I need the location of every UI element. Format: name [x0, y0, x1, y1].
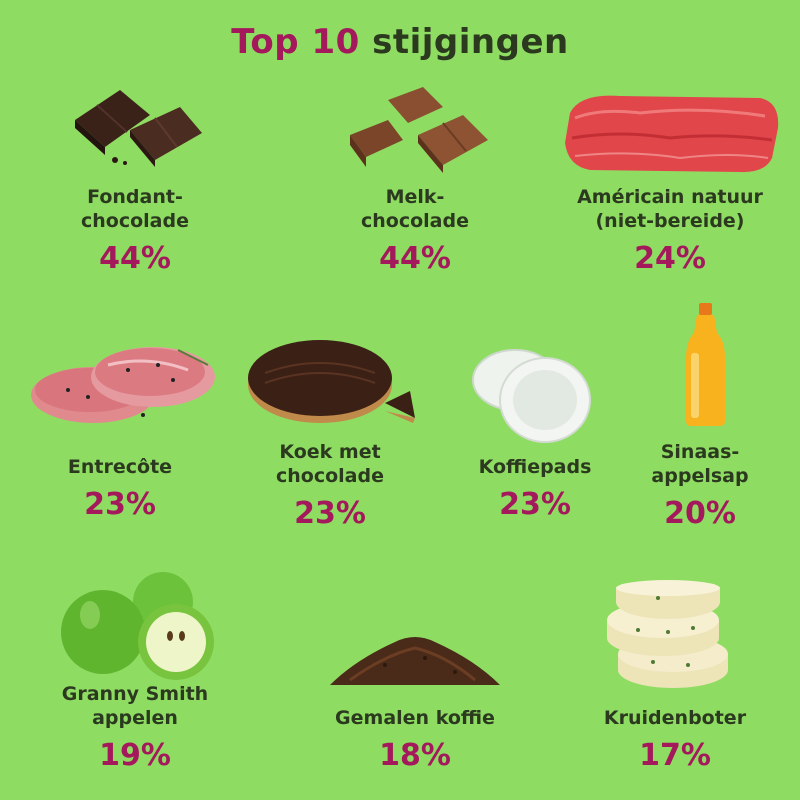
item-percentage: 19%: [99, 738, 171, 773]
item-label: Koffiepads: [478, 456, 592, 478]
item-label: Kruidenboter: [603, 707, 747, 729]
title-accent: Top 10: [231, 22, 360, 62]
steak-icon: [31, 347, 215, 423]
item-label: Koek met chocolade: [276, 441, 384, 487]
item-granny-smith-appelen: Granny Smith appelen 19%: [35, 682, 235, 773]
item-fondant-chocolade: Fondant- chocolade 44%: [40, 185, 230, 276]
item-percentage: 18%: [379, 738, 451, 773]
item-percentage: 23%: [499, 487, 571, 522]
item-label: Entrecôte: [67, 456, 173, 478]
chocolate-biscuit-icon: [248, 340, 415, 423]
item-percentage: 44%: [379, 241, 451, 276]
item-percentage: 44%: [99, 241, 171, 276]
minced-meat-icon: [565, 95, 779, 173]
item-label: Granny Smith appelen: [61, 683, 209, 729]
item-melk-chocolade: Melk- chocolade 44%: [320, 185, 510, 276]
item-koffiepads: Koffiepads 23%: [455, 455, 615, 522]
item-label: Américain natuur (niet-bereide): [577, 186, 763, 232]
item-koek-met-chocolade: Koek met chocolade 23%: [235, 440, 425, 531]
item-label: Fondant- chocolade: [81, 186, 189, 232]
item-percentage: 20%: [664, 496, 736, 531]
page-title: Top 10 stijgingen: [0, 22, 800, 62]
ground-coffee-icon: [330, 637, 500, 685]
item-percentage: 24%: [634, 241, 706, 276]
item-label: Melk- chocolade: [361, 186, 469, 232]
milk-chocolate-icon: [350, 87, 488, 173]
herb-butter-icon: [607, 580, 728, 688]
coffee-pads-icon: [472, 349, 591, 443]
item-americain-natuur: Américain natuur (niet-bereide) 24%: [555, 185, 785, 276]
item-percentage: 17%: [639, 738, 711, 773]
item-entrecote: Entrecôte 23%: [25, 455, 215, 522]
item-label: Sinaas- appelsap: [651, 441, 749, 487]
item-percentage: 23%: [84, 487, 156, 522]
item-percentage: 23%: [294, 496, 366, 531]
title-rest: stijgingen: [372, 22, 569, 62]
green-apples-icon: [61, 572, 214, 680]
item-label: Gemalen koffie: [335, 707, 495, 729]
item-kruidenboter: Kruidenboter 17%: [575, 706, 775, 773]
orange-juice-icon: [686, 303, 725, 426]
item-sinaasappelsap: Sinaas- appelsap 20%: [620, 440, 780, 531]
item-gemalen-koffie: Gemalen koffie 18%: [315, 706, 515, 773]
dark-chocolate-icon: [75, 90, 202, 167]
